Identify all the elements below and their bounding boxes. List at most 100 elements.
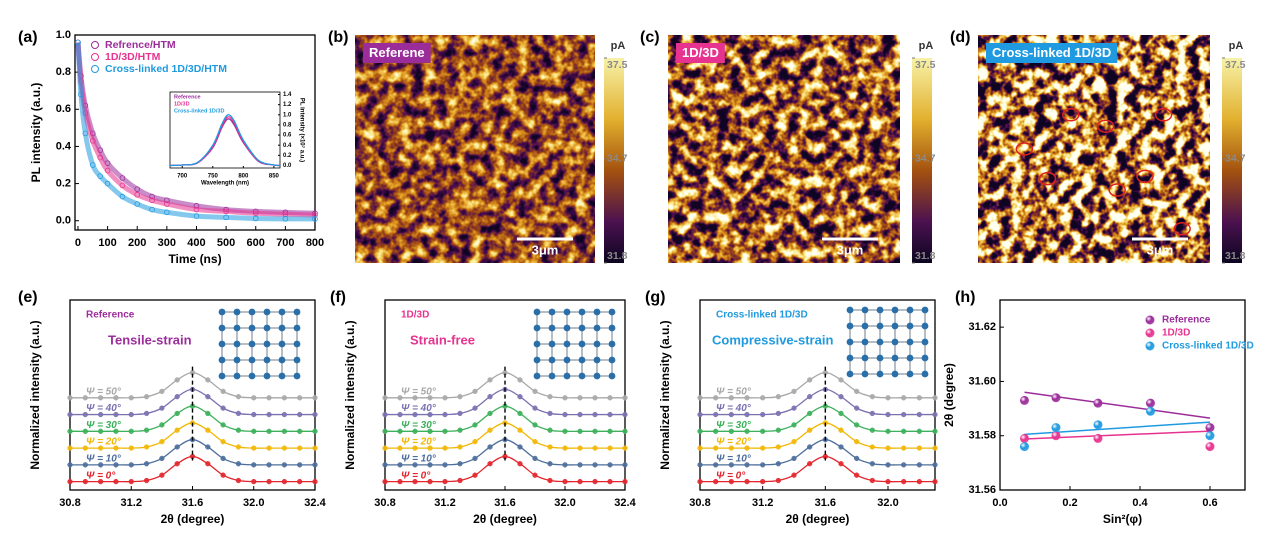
data-point [220,388,226,395]
lattice-atom [548,372,556,380]
data-point [397,462,403,468]
data-point [143,427,150,433]
data-point [457,427,463,433]
data-point [297,478,303,485]
y-tick-label: 0.8 [283,123,292,129]
lattice-atom [891,306,899,314]
lattice-atom [846,338,854,346]
lattice-atom [846,370,854,378]
x-axis-label: 2θ (degree) [161,512,225,526]
data-point [205,410,211,417]
data-point [562,462,568,468]
data-point [89,138,96,144]
lattice-atom [233,340,241,348]
data-point [1205,431,1215,441]
plot-frame [699,299,936,491]
data-point [487,444,493,450]
y-tick-label: 0.6 [56,103,71,115]
data-point [97,445,104,451]
lattice-atom [578,372,586,380]
psi-label: Ψ = 20° [716,437,752,448]
series-line [700,371,935,399]
data-point [744,478,750,485]
data-point [67,445,73,451]
data-point [82,395,88,401]
data-point [728,462,734,468]
data-point [251,445,257,451]
x-tick-label: 32.4 [304,497,326,509]
data-point [97,478,104,485]
data-point [713,411,719,418]
lattice-atom [861,354,869,362]
data-point [607,395,613,401]
data-point [281,478,288,485]
panel-label: (a) [18,29,38,46]
data-point [713,395,719,401]
data-point [164,209,170,216]
series-line [169,114,281,167]
lattice-atom [218,308,226,316]
data-point [427,395,433,401]
data-point [113,428,119,434]
data-point [266,478,272,485]
data-point [220,472,226,478]
lattice-atom [263,372,271,380]
data-point [235,444,242,450]
lattice-atom [906,306,914,314]
psi-label: Ψ = 10° [716,453,752,464]
data-point [220,422,226,428]
data-point [1093,420,1103,430]
data-point [760,445,766,451]
strain-label: Strain-free [410,332,475,347]
data-point [577,462,583,468]
data-point [532,455,538,462]
x-tick-label: 700 [276,237,294,249]
y-tick-label: 1.0 [56,29,71,41]
data-point [728,411,734,418]
data-point [760,462,766,468]
data-point [1051,431,1061,441]
lattice-atom [218,356,226,364]
x-tick-label: 400 [187,237,205,249]
lattice-atom [278,308,286,316]
x-tick-label: 500 [217,237,235,249]
data-point [412,445,418,451]
data-point [281,428,288,434]
lattice-atom [233,356,241,364]
lattice-atom [563,324,571,332]
data-point [697,478,703,485]
data-point [104,180,111,187]
data-point [562,395,568,401]
data-point [562,478,568,485]
colorbar [604,58,624,263]
data-point [442,395,448,401]
lattice-atom [876,338,884,346]
y-axis-label: PL intensity (a.u.) [29,83,43,183]
data-point [562,428,568,434]
data-point [312,212,318,218]
afm-image [355,35,595,263]
lattice-atom [846,322,854,330]
data-point [1093,398,1103,408]
data-point [312,445,318,451]
data-point [760,428,766,434]
data-point [901,395,907,401]
data-point [235,394,242,400]
x-tick-label: 31.2 [121,497,142,509]
data-point [744,395,750,401]
data-point [235,410,242,417]
lattice-atom [921,322,929,330]
data-point [838,461,844,467]
data-point [577,478,583,485]
data-point [312,216,318,222]
data-point [149,206,155,213]
data-point [869,477,875,484]
data-point [82,411,88,418]
data-point [547,461,553,467]
data-point [266,411,272,418]
data-point [397,445,403,451]
data-point [164,201,170,207]
data-point [134,186,141,192]
